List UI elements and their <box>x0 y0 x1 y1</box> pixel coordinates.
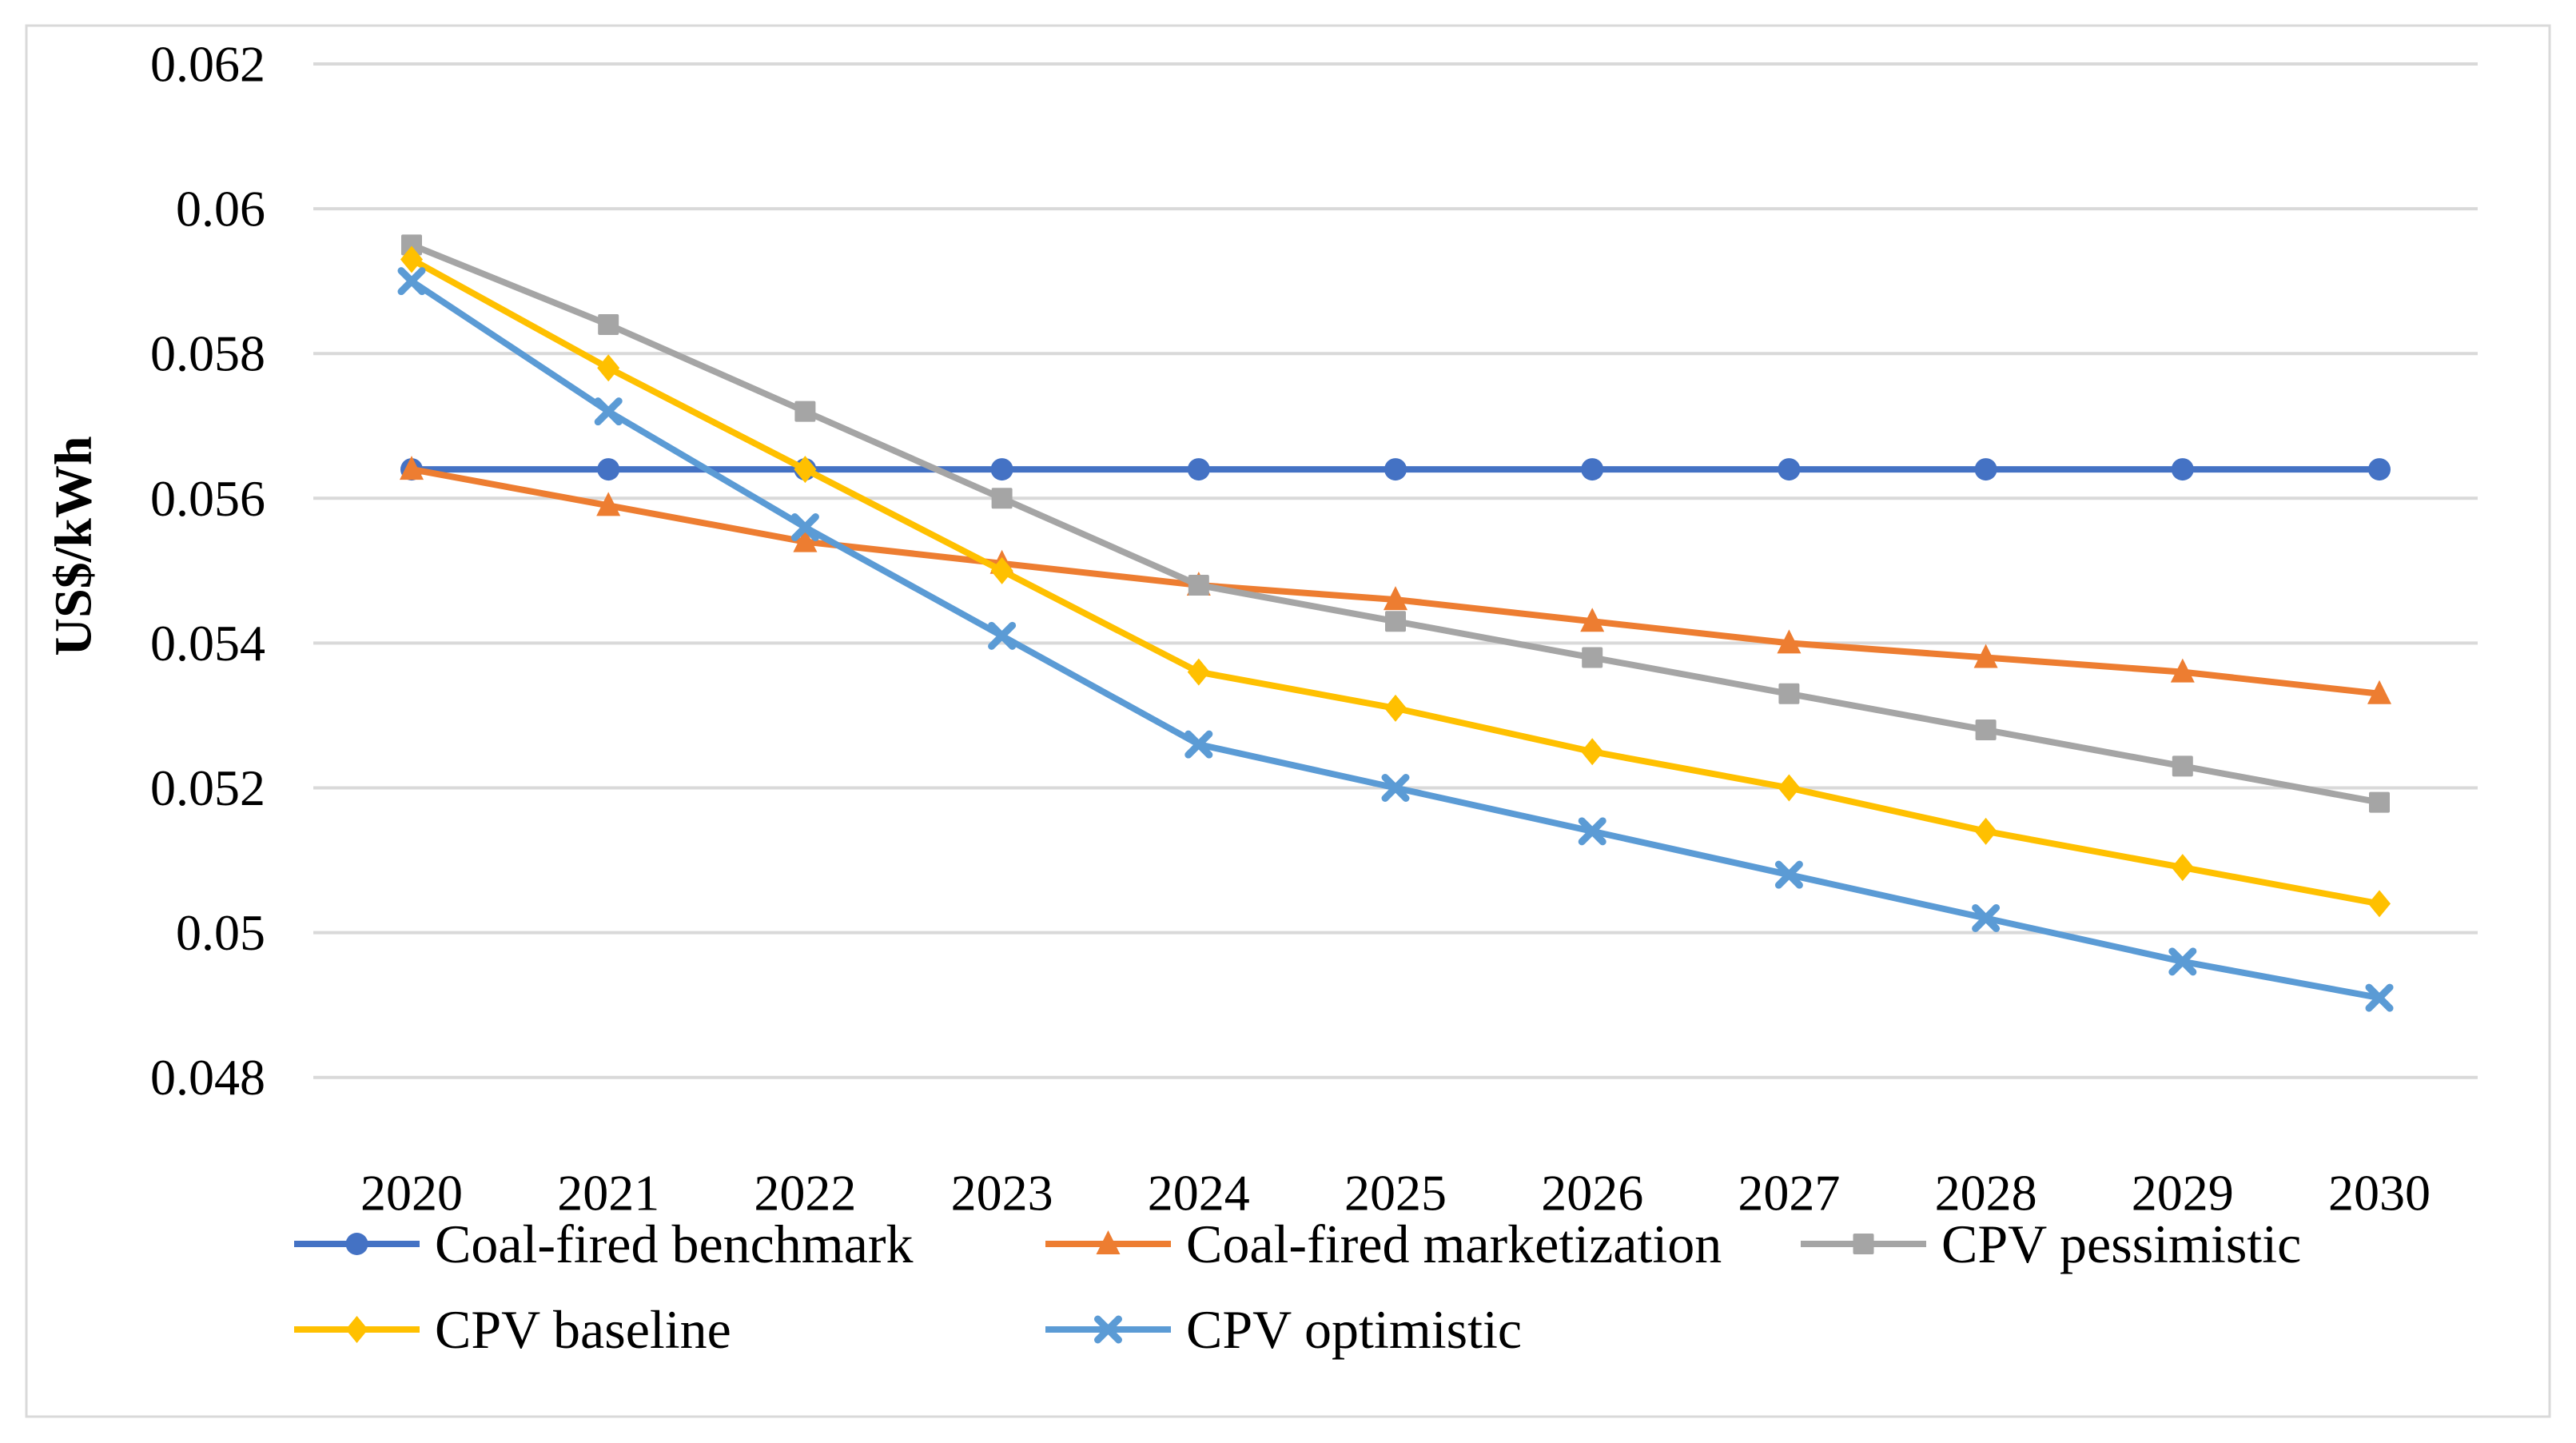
series-line-cpv-baseline <box>408 256 2383 907</box>
series-marker-cpv-pessimistic <box>598 313 619 335</box>
series-marker-cpv-pessimistic <box>401 234 422 256</box>
series-marker-coal-fired-benchmark <box>990 458 1013 481</box>
series-marker-cpv-optimistic <box>1578 817 1607 846</box>
series-marker-cpv-baseline <box>1581 738 1604 766</box>
series-marker-cpv-pessimistic <box>991 488 1013 509</box>
series-line-cpv-optimistic <box>408 277 2383 1002</box>
series-marker-cpv-pessimistic <box>2172 755 2193 777</box>
y-axis-tick-label: 0.048 <box>150 1049 265 1106</box>
series-marker-cpv-pessimistic <box>1778 683 1800 704</box>
y-axis-title: US$/kWh <box>45 436 103 656</box>
series-marker-coal-fired-marketization <box>2367 680 2391 704</box>
x-axis-tick-label: 2025 <box>1344 1165 1447 1222</box>
y-axis-tick-label: 0.058 <box>150 325 265 382</box>
series-marker-cpv-pessimistic <box>1188 574 1209 596</box>
series-marker-cpv-pessimistic <box>1582 647 1603 668</box>
figure-border <box>25 24 2551 1418</box>
series-marker-coal-fired-marketization <box>596 492 621 516</box>
series-marker-cpv-optimistic <box>2168 947 2197 976</box>
series-line-coal-fired-marketization <box>408 466 2383 697</box>
series-marker-coal-fired-marketization <box>400 456 424 480</box>
series-marker-coal-fired-benchmark <box>1778 458 1801 481</box>
y-axis-tick-label: 0.06 <box>176 181 265 237</box>
legend-label-cpv-baseline: CPV baseline <box>435 1299 731 1360</box>
legend-label-cpv-pessimistic: CPV pessimistic <box>1941 1214 2301 1274</box>
x-axis-tick-label: 2030 <box>2328 1165 2431 1222</box>
series-marker-cpv-optimistic <box>397 267 426 296</box>
series-marker-cpv-baseline <box>1384 694 1407 722</box>
series-marker-coal-fired-benchmark <box>1581 458 1604 481</box>
x-axis-tick-label: 2024 <box>1148 1165 1250 1222</box>
x-axis-tick-label: 2028 <box>1935 1165 2037 1222</box>
y-axis-tick-label: 0.052 <box>150 759 265 816</box>
series-marker-coal-fired-benchmark <box>2368 458 2391 481</box>
series-marker-coal-fired-marketization <box>793 528 818 552</box>
series-marker-cpv-baseline <box>2368 890 2391 918</box>
series-marker-coal-fired-marketization <box>2170 658 2195 683</box>
series-marker-coal-fired-benchmark <box>597 458 620 481</box>
series-marker-cpv-baseline <box>990 556 1013 584</box>
series-marker-coal-fired-marketization <box>1580 608 1605 632</box>
series-marker-cpv-baseline <box>597 354 620 382</box>
x-axis-tick-label: 2020 <box>360 1165 463 1222</box>
y-axis-tick-label: 0.056 <box>150 470 265 527</box>
series-marker-coal-fired-benchmark <box>1187 458 1210 481</box>
legend-label-coal-fired-marketization: Coal-fired marketization <box>1186 1214 1722 1274</box>
legend-marker-cpv-pessimistic <box>1853 1234 1874 1254</box>
y-axis-tick-label: 0.054 <box>150 615 265 672</box>
series-marker-coal-fired-marketization <box>1973 644 1998 668</box>
series-marker-cpv-optimistic <box>1381 774 1410 802</box>
series-marker-cpv-baseline <box>400 245 423 273</box>
legend-marker-coal-fired-benchmark <box>345 1233 368 1255</box>
series-marker-cpv-pessimistic <box>794 401 816 422</box>
x-axis-tick-label: 2026 <box>1541 1165 1643 1222</box>
legend-label-coal-fired-benchmark: Coal-fired benchmark <box>435 1214 914 1274</box>
series-marker-coal-fired-benchmark <box>1384 458 1407 481</box>
legend-marker-cpv-baseline <box>345 1316 368 1343</box>
series-marker-cpv-pessimistic <box>2369 791 2390 813</box>
series-marker-coal-fired-marketization <box>1777 629 1802 654</box>
series-marker-cpv-optimistic <box>1184 730 1213 759</box>
series-marker-cpv-baseline <box>1974 817 1997 845</box>
x-axis-tick-label: 2022 <box>754 1165 856 1222</box>
series-marker-cpv-optimistic <box>2365 983 2394 1012</box>
legend-marker-coal-fired-marketization <box>1096 1230 1121 1254</box>
series-marker-cpv-optimistic <box>988 621 1017 650</box>
legend-label-cpv-optimistic: CPV optimistic <box>1186 1299 1522 1360</box>
series-marker-cpv-pessimistic <box>1975 720 1997 741</box>
series-marker-cpv-baseline <box>1187 658 1210 686</box>
x-axis-tick-label: 2027 <box>1738 1165 1840 1222</box>
y-axis-tick-label: 0.062 <box>150 36 265 93</box>
series-marker-cpv-optimistic <box>1774 860 1803 889</box>
series-marker-coal-fired-benchmark <box>2171 458 2194 481</box>
x-axis-tick-label: 2023 <box>951 1165 1053 1222</box>
series-marker-cpv-baseline <box>2171 854 2194 882</box>
x-axis-tick-label: 2021 <box>557 1165 659 1222</box>
series-marker-cpv-pessimistic <box>1385 611 1406 632</box>
x-axis-tick-label: 2029 <box>2132 1165 2234 1222</box>
series-marker-cpv-baseline <box>1778 774 1801 802</box>
legend-marker-cpv-optimistic <box>1094 1315 1122 1344</box>
series-marker-coal-fired-marketization <box>1384 586 1407 611</box>
series-marker-cpv-baseline <box>794 456 817 484</box>
series-marker-cpv-optimistic <box>594 397 623 426</box>
series-marker-cpv-optimistic <box>1972 903 2001 932</box>
series-marker-coal-fired-benchmark <box>1974 458 1997 481</box>
series-marker-cpv-optimistic <box>790 513 819 542</box>
y-axis-tick-label: 0.05 <box>176 904 265 961</box>
